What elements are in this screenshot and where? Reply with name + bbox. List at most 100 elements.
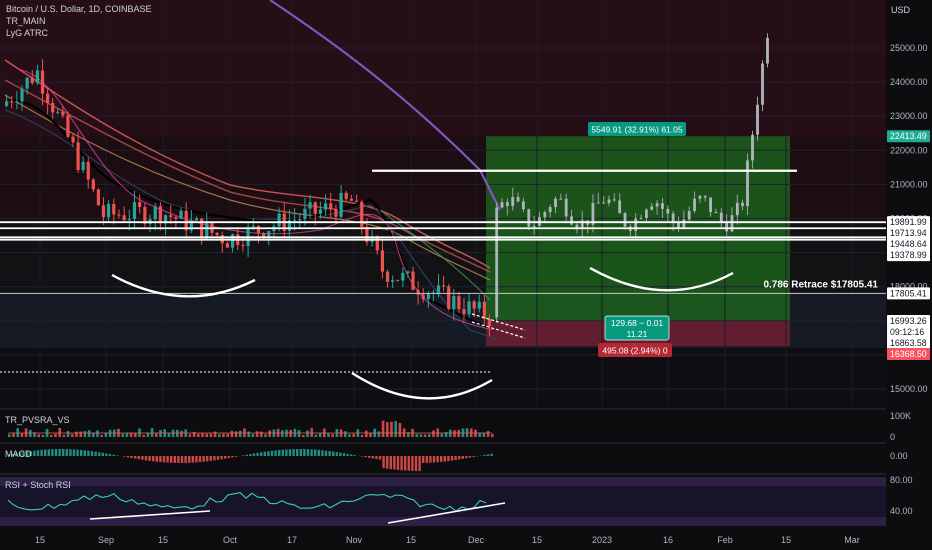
time-tick-label: 15 bbox=[35, 535, 45, 545]
macd-bar bbox=[44, 449, 47, 456]
candle-body bbox=[329, 203, 333, 210]
rsi-band-bottom bbox=[0, 517, 886, 526]
candle-body bbox=[205, 222, 209, 239]
projection-candle-body bbox=[751, 134, 754, 161]
macd-bar bbox=[465, 456, 468, 459]
currency-label: USD bbox=[891, 5, 911, 15]
volume-bar bbox=[75, 431, 78, 437]
candle-body bbox=[467, 301, 471, 315]
time-tick-label: 15 bbox=[158, 535, 168, 545]
volume-bar bbox=[306, 430, 309, 437]
volume-bar bbox=[390, 421, 393, 437]
candle-body bbox=[261, 232, 266, 238]
volume-bar bbox=[423, 434, 427, 437]
ma-black bbox=[9, 98, 496, 332]
ma-red-2 bbox=[4, 79, 491, 273]
volume-bar bbox=[318, 433, 322, 437]
projection-candle-body bbox=[607, 199, 611, 204]
candle-body bbox=[10, 101, 14, 103]
candle-body bbox=[225, 243, 230, 248]
macd-bar bbox=[418, 456, 421, 471]
volume-bar bbox=[209, 433, 213, 437]
candle-body bbox=[61, 111, 65, 116]
time-tick-label: Dec bbox=[468, 535, 485, 545]
macd-bar bbox=[339, 452, 342, 456]
candle-body bbox=[189, 220, 193, 231]
projection-candle-body bbox=[554, 198, 557, 208]
macd-bar bbox=[47, 449, 50, 456]
macd-bar bbox=[443, 456, 446, 462]
macd-bar bbox=[414, 456, 418, 471]
candle-body bbox=[127, 219, 131, 221]
candle-body bbox=[15, 101, 19, 103]
moving-averages bbox=[4, 0, 501, 341]
volume-bar bbox=[247, 431, 250, 437]
macd-bar bbox=[234, 456, 238, 457]
volume-bar bbox=[394, 421, 397, 437]
price-badge bbox=[887, 337, 930, 350]
volume-bar bbox=[255, 431, 259, 437]
macd-bar bbox=[72, 449, 76, 456]
candle-body bbox=[421, 294, 425, 300]
price-badge bbox=[887, 326, 930, 339]
channel-line bbox=[471, 321, 526, 339]
macd-bar bbox=[152, 456, 155, 462]
macd-bar bbox=[252, 453, 256, 456]
candle-body bbox=[230, 234, 235, 248]
time-tick-label: Mar bbox=[844, 535, 860, 545]
candle-body bbox=[462, 309, 466, 315]
volume-bar bbox=[491, 433, 494, 437]
volume-bar bbox=[444, 432, 448, 437]
volume-bar bbox=[37, 434, 40, 437]
price-tick-label: 23000.00 bbox=[890, 111, 928, 121]
macd-bar bbox=[450, 456, 454, 461]
stop-badge-text: 495.08 (2.94%) 0 bbox=[602, 346, 667, 356]
price-badge bbox=[887, 238, 930, 251]
volume-bar bbox=[41, 434, 45, 437]
macd-bar bbox=[180, 456, 184, 463]
price-badge bbox=[887, 348, 930, 361]
macd-bar bbox=[306, 449, 310, 456]
volume-pane-label: TR_PVSRA_VS bbox=[5, 415, 70, 425]
macd-bar bbox=[36, 450, 40, 456]
candle-body bbox=[132, 202, 137, 220]
projection-candle-body bbox=[746, 160, 749, 207]
volume-bar bbox=[71, 434, 74, 437]
macd-bar bbox=[184, 456, 187, 463]
macd-bar bbox=[490, 453, 493, 456]
candle-body bbox=[277, 213, 281, 227]
macd-bar bbox=[98, 452, 101, 456]
macd-bar bbox=[432, 456, 436, 463]
candle-body bbox=[487, 319, 492, 327]
volume-bar bbox=[54, 433, 57, 437]
macd-bar bbox=[80, 449, 83, 456]
volume-bar bbox=[62, 434, 66, 437]
projection-candle-body bbox=[693, 198, 696, 211]
volume-bar bbox=[142, 434, 145, 437]
macd-bar bbox=[209, 456, 212, 461]
price-badge-text: 16993.26 bbox=[890, 316, 927, 326]
volume-bar bbox=[348, 434, 351, 437]
macd-bar bbox=[256, 452, 259, 456]
candle-body bbox=[426, 293, 430, 300]
candle-body bbox=[158, 206, 163, 224]
candle-body bbox=[56, 111, 60, 113]
volume-bar bbox=[398, 422, 402, 437]
price-badge bbox=[887, 315, 930, 328]
volume-bar bbox=[302, 434, 305, 437]
macd-bar bbox=[461, 456, 464, 459]
projection-candle-body bbox=[682, 219, 686, 228]
projection-candle-body bbox=[500, 202, 504, 208]
volume-bar bbox=[281, 430, 284, 437]
macd-bar bbox=[58, 449, 61, 456]
candle-body bbox=[194, 218, 199, 221]
volume-bar bbox=[125, 432, 129, 437]
volume-bar bbox=[327, 433, 330, 437]
volume-bar bbox=[8, 434, 11, 437]
macd-bar bbox=[411, 456, 414, 471]
rsi-band-top bbox=[0, 477, 886, 486]
center-badge-text-2: 11.21 bbox=[627, 329, 648, 339]
macd-bar bbox=[18, 452, 22, 456]
candle-body bbox=[416, 289, 420, 295]
